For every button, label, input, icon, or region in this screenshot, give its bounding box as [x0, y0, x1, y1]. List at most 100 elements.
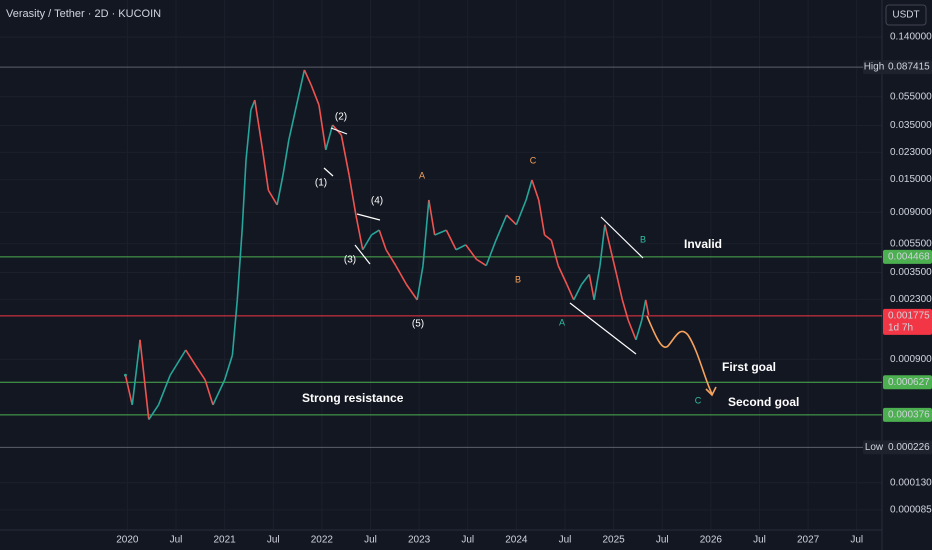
price-segment — [455, 244, 467, 251]
price-segment — [550, 240, 559, 266]
price-segment — [362, 234, 373, 251]
trendline — [600, 216, 644, 259]
price-segment — [253, 99, 264, 150]
x-tick-label: 2026 — [700, 535, 723, 546]
wave-label: C — [530, 155, 537, 165]
price-segment — [185, 349, 197, 366]
price-label-box — [883, 407, 932, 422]
x-tick-label: 2021 — [214, 535, 237, 546]
price-segment — [157, 374, 171, 406]
y-tick-label: 0.003500 — [890, 267, 932, 278]
price-label-box — [883, 249, 932, 264]
price-segment — [609, 249, 618, 275]
wave-label: B — [515, 274, 521, 284]
price-segment — [241, 159, 247, 231]
y-tick-label: 0.002300 — [890, 294, 932, 305]
x-tick-label: Jul — [850, 535, 863, 546]
price-segment — [573, 284, 583, 301]
price-segment — [124, 375, 134, 406]
price-segment — [169, 349, 187, 376]
price-segment — [476, 258, 487, 267]
price-segment — [506, 214, 517, 226]
price-segment — [405, 284, 418, 301]
y-tick-label: 0.000130 — [890, 477, 932, 488]
currency[interactable]: USDT — [892, 10, 919, 21]
price-segment — [604, 224, 612, 250]
price-tag: Low — [865, 442, 884, 453]
price-segment — [250, 99, 256, 111]
price-label: 0.000376 — [888, 410, 930, 421]
y-tick-label: 0.035000 — [890, 120, 932, 131]
price-label-box — [883, 440, 932, 455]
price-segment — [566, 284, 575, 301]
price-segment — [236, 230, 243, 300]
chart-title: Verasity / Tether · 2D · KUCOIN — [6, 8, 161, 20]
price-segment — [621, 299, 629, 321]
price-segment — [635, 319, 643, 341]
price-segment — [288, 104, 298, 141]
price-segment — [627, 319, 637, 341]
y-tick-label: 0.140000 — [890, 32, 932, 43]
x-tick-label: Jul — [461, 535, 474, 546]
price-segment — [515, 199, 527, 226]
price-segment — [324, 124, 334, 151]
price-segment — [267, 189, 278, 206]
projection — [646, 315, 713, 395]
x-tick-label: 2024 — [505, 535, 528, 546]
trendline — [330, 127, 348, 135]
annotation: Second goal — [728, 395, 799, 409]
annotation: First goal — [722, 360, 776, 374]
x-tick-label: Jul — [656, 535, 669, 546]
price-segment — [378, 229, 387, 251]
price-segment — [395, 265, 408, 285]
price-segment — [580, 273, 590, 286]
price-segment — [231, 299, 239, 356]
price-segment — [194, 364, 206, 381]
price-segment — [434, 229, 447, 236]
trendline — [354, 244, 371, 265]
wave-label: (5) — [412, 319, 424, 330]
price-segment — [465, 244, 478, 260]
price-segment — [615, 274, 624, 301]
price-segment — [303, 69, 312, 86]
wave-label: A — [559, 317, 565, 327]
price-segment — [371, 229, 380, 236]
y-tick-label: 0.009000 — [890, 207, 932, 218]
currency-button[interactable] — [885, 4, 927, 26]
price-label: 0.000226 — [888, 442, 930, 453]
wave-label: (2) — [335, 112, 347, 123]
trendline — [323, 167, 334, 177]
price-segment — [644, 299, 650, 316]
trendline — [569, 302, 637, 355]
price-segment — [422, 199, 430, 266]
grid — [0, 0, 882, 530]
drawings — [323, 127, 717, 397]
x-tick-label: 2023 — [408, 535, 431, 546]
price-segment — [355, 214, 364, 250]
price-segment — [348, 174, 357, 216]
price-label-box — [883, 308, 932, 335]
x-tick-label: 2027 — [797, 535, 820, 546]
price-segment — [223, 354, 234, 381]
price-segment — [485, 239, 497, 266]
price-segment — [385, 249, 397, 267]
x-tick-label: Jul — [267, 535, 280, 546]
annotation: Strong resistance — [302, 391, 404, 405]
x-tick-label: 2025 — [602, 535, 625, 546]
wave-label: (4) — [371, 196, 383, 207]
price-tag-box — [863, 440, 885, 455]
y-tick-label: 0.000900 — [890, 354, 932, 365]
price-segment — [276, 174, 284, 206]
price-segment — [148, 404, 160, 420]
price-segment — [139, 339, 150, 420]
price-label: 0.000627 — [888, 377, 930, 388]
price-tag-box — [863, 60, 885, 75]
y-tick-label: 0.000085 — [890, 504, 932, 515]
projection-arrow — [705, 386, 717, 397]
price-label-box — [883, 375, 932, 390]
price-segment — [495, 214, 508, 241]
x-tick-label: 2020 — [116, 535, 139, 546]
wave-label: C — [695, 395, 702, 405]
